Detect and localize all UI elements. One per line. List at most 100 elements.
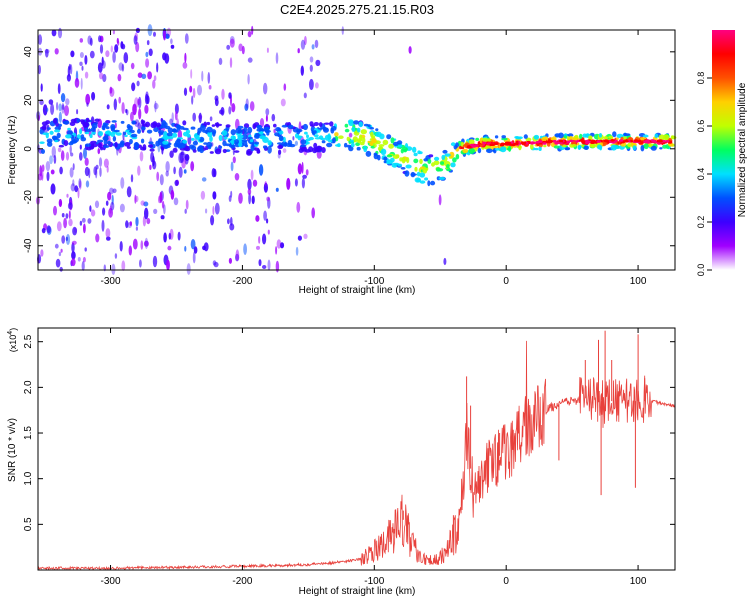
spectrogram-ridge-blob (199, 125, 206, 131)
spectrogram-ridge-blob (296, 129, 301, 135)
spectrogram-ridge-blob (428, 154, 434, 158)
spectrogram-noise-blob (130, 174, 134, 183)
spectrogram-ridge-blob (247, 126, 253, 134)
spectrogram-noise-blob (229, 38, 235, 48)
spectrogram-noise-blob (292, 136, 295, 141)
spectrogram-noise-blob (128, 245, 132, 256)
spectrogram-ridge-blob (56, 132, 61, 139)
spectrogram-noise-blob (258, 259, 262, 267)
spectrogram-ridge-blob (278, 135, 284, 142)
spectrogram-noise-blob (114, 253, 118, 259)
spectrogram-ridge-blob (176, 138, 182, 143)
spectrogram-noise-blob (130, 62, 135, 70)
spectrogram-noise-blob (70, 183, 76, 192)
spectrogram-noise-blob (58, 251, 62, 257)
spectrogram-noise-blob (91, 91, 96, 101)
spectrogram-noise-blob (110, 45, 114, 53)
colorbar-tick-label: 0.6 (696, 120, 706, 133)
spectrogram-noise-blob (197, 84, 202, 96)
spectrogram-noise-blob (178, 166, 183, 178)
spectrogram-ridge-blob (230, 139, 235, 145)
svg-text:(x104): (x104) (7, 328, 18, 352)
spectrogram-ridge-blob (153, 127, 159, 133)
spectrogram-ridge-blob (281, 124, 288, 128)
spectrogram-noise-blob (316, 150, 322, 159)
spectrogram-ridge-blob (433, 160, 440, 166)
spectrogram-noise-blob (80, 77, 83, 90)
spectrogram-ridge-blob (253, 124, 257, 128)
spectrogram-noise-blob (171, 112, 174, 123)
spectrogram-noise-blob (147, 71, 153, 80)
spectrogram-noise-blob (295, 246, 299, 256)
spectrogram-noise-blob (167, 245, 172, 251)
spectrogram-ridge-blob (413, 158, 419, 164)
spectrogram-noise-blob (169, 118, 173, 125)
spectrogram-ridge-blob (523, 134, 528, 139)
spectrogram-noise-blob (109, 205, 112, 214)
spectrogram-ridge-blob (47, 127, 51, 130)
spectrogram-ridge-blob (254, 141, 259, 145)
spectrogram-ridge-blob (54, 139, 59, 143)
spectrogram-ridge-blob (386, 154, 393, 158)
spectrogram-noise-blob (102, 207, 106, 216)
spectrogram-ridge-blob (172, 147, 178, 153)
spectrogram-noise-blob (266, 196, 270, 202)
spectrogram-ridge-blob (140, 138, 145, 144)
spectrogram-noise-blob (408, 46, 412, 54)
spectrogram-noise-blob (70, 50, 75, 58)
spectrogram-noise-blob (297, 48, 300, 54)
spectrogram-noise-blob (65, 213, 69, 219)
spectrogram-noise-blob (46, 171, 50, 182)
spectrogram-ridge-blob (599, 133, 602, 138)
spectrogram-noise-blob (65, 151, 70, 161)
spectrogram-noise-blob (56, 221, 62, 232)
spectrogram-ridge-blob (419, 172, 426, 178)
spectrogram-noise-blob (275, 52, 279, 64)
spectrogram-noise-blob (192, 251, 196, 264)
spectrogram-noise-blob (212, 205, 215, 215)
snr-multiplier-close: ) (8, 328, 18, 331)
spectrogram-noise-blob (162, 29, 167, 41)
spectrogram-noise-blob (58, 198, 63, 208)
spectrogram-ridge-blob (468, 147, 475, 154)
spectrogram-ridge-blob (389, 157, 395, 163)
spectrogram-peak-blob (538, 140, 543, 143)
spectrogram-ridge-blob (105, 120, 111, 124)
spectrogram-ridge-blob (313, 130, 317, 134)
spectrogram-noise-blob (300, 65, 304, 76)
spectrogram-noise-blob (169, 228, 174, 240)
spectrogram-noise-blob (198, 112, 202, 124)
spectrogram-peak-blob (656, 139, 662, 143)
spectrogram-ridge-blob (133, 142, 140, 148)
spectrogram-ridge-blob (360, 129, 367, 135)
spectrogram-noise-blob (169, 150, 174, 158)
spectrogram-ridge-blob (62, 120, 70, 125)
spectrogram-ridge-blob (446, 164, 450, 169)
spectrogram-noise-blob (98, 35, 102, 43)
spectrogram-noise-blob (279, 242, 285, 249)
spectrogram-peak-blob (610, 139, 615, 142)
spectrogram-noise-blob (77, 257, 81, 262)
spectrogram-noise-blob (264, 181, 267, 186)
spectrogram-noise-blob (213, 261, 219, 268)
spectrogram-noise-blob (53, 205, 57, 216)
spectrogram-noise-blob (192, 112, 196, 122)
spectrogram-y-tick-label: -40 (23, 238, 34, 253)
spectrogram-ridge-blob (254, 134, 260, 139)
spectrogram-ridge-blob (80, 120, 86, 125)
spectrogram-peak-blob (554, 141, 559, 145)
spectrogram-ridge-blob (449, 151, 455, 159)
snr-x-label: Height of straight line (km) (299, 586, 416, 597)
spectrogram-ridge-blob (221, 130, 228, 136)
spectrogram-ridge-blob (84, 131, 90, 135)
spectrogram-noise-blob (275, 260, 280, 273)
spectrogram-ridge-blob (444, 153, 451, 157)
spectrogram-noise-blob (168, 232, 172, 240)
spectrogram-noise-blob (59, 266, 63, 272)
spectrogram-noise-blob (266, 47, 269, 53)
spectrogram-ridge-blob (306, 134, 309, 139)
colorbar-label: Normalized spectral amplitude (737, 82, 748, 217)
spectrogram-noise-blob (85, 180, 90, 188)
spectrogram-ridge-blob (419, 180, 426, 184)
